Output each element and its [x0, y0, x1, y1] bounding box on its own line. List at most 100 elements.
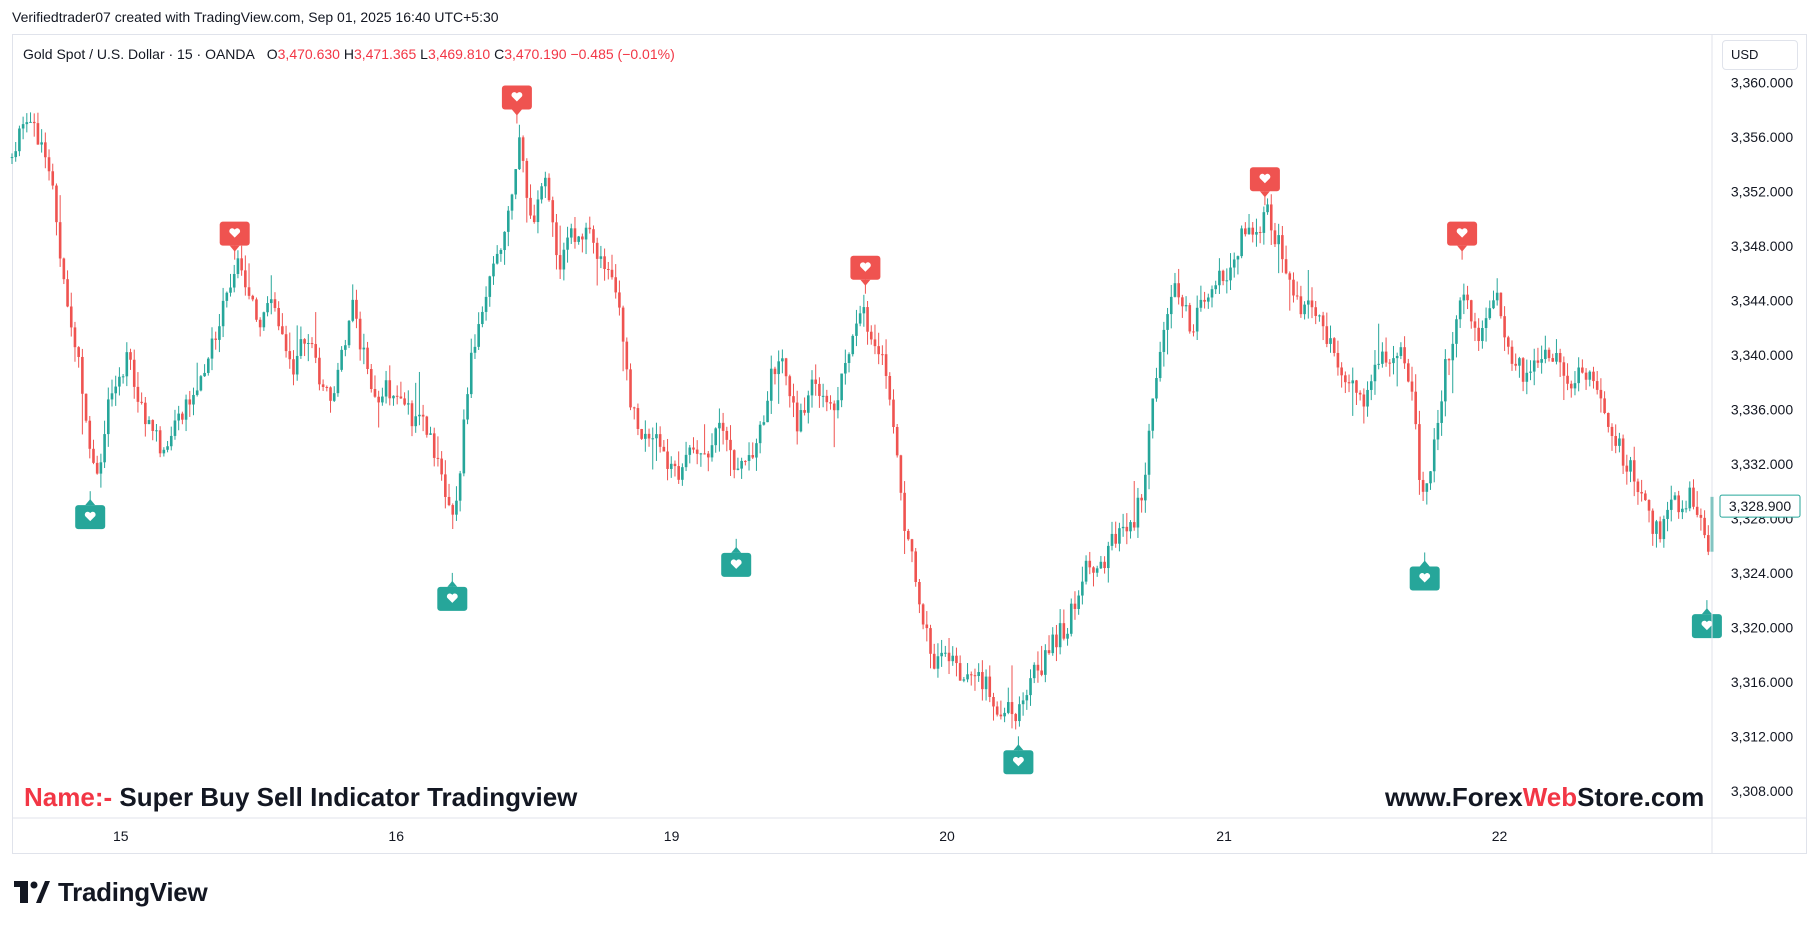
candle-body [1006, 702, 1010, 713]
chart-frame [12, 34, 1807, 854]
candle-body [447, 496, 451, 506]
candle-body [1032, 664, 1036, 679]
candle-body [973, 675, 977, 677]
candle-body [1344, 375, 1347, 383]
candle-body [99, 462, 103, 474]
candle-body [962, 679, 966, 681]
candle-body [532, 215, 536, 223]
time-tick-label: 21 [1216, 828, 1232, 844]
candle-body [1618, 438, 1621, 446]
candle-body [255, 299, 258, 320]
candle-body [410, 403, 414, 427]
candle-body [1003, 712, 1006, 717]
candle-body [44, 142, 47, 158]
candle-body [1666, 509, 1669, 519]
last-price-box [1719, 494, 1801, 518]
low-label: L [420, 46, 428, 62]
candle-body [192, 394, 195, 405]
candle-body [347, 320, 351, 346]
candle-body [1395, 355, 1399, 359]
candle-body [769, 368, 773, 401]
symbol-name[interactable]: Gold Spot / U.S. Dollar · 15 · OANDA [23, 46, 255, 62]
brand-name: TradingView [58, 876, 208, 907]
time-tick-label: 16 [388, 828, 404, 844]
candle-body [1455, 319, 1458, 344]
candle-body [1669, 499, 1673, 510]
candle-body [47, 157, 51, 172]
candle-body [914, 551, 918, 583]
candle-body [10, 157, 14, 159]
candle-body [736, 468, 740, 470]
time-tick-label: 19 [664, 828, 680, 844]
candle-body [1621, 438, 1625, 466]
website-overlay: www.ForexWebStore.com [1385, 782, 1704, 813]
candle-body [655, 434, 658, 439]
candle-body [1318, 315, 1321, 317]
candle-body [314, 344, 318, 358]
candle-body [158, 430, 162, 454]
candle-body [432, 433, 436, 458]
candle-body [377, 396, 380, 403]
candle-body [58, 222, 62, 259]
candle-body [640, 428, 643, 439]
currency-button[interactable]: USD [1722, 40, 1798, 70]
candle-body [1195, 307, 1199, 332]
tradingview-brand[interactable]: TradingView [14, 876, 208, 907]
candle-body [566, 237, 569, 250]
candle-body [1421, 479, 1425, 492]
candle-body [1369, 381, 1373, 390]
sell-signal-marker [850, 255, 881, 294]
signal-pointer [229, 245, 240, 252]
candle-body [1136, 497, 1140, 528]
candle-body [1540, 359, 1543, 363]
candle-body [1206, 297, 1210, 302]
candle-body [1236, 256, 1240, 260]
candle-body [1381, 351, 1384, 364]
candle-body [1114, 533, 1118, 544]
heart-icon [730, 559, 742, 569]
candle-body [1495, 292, 1499, 301]
candle-body [1221, 270, 1225, 282]
candle-body [25, 122, 29, 125]
price-axis[interactable]: 3,360.000 3,356.000 3,352.000 3,348.000 3,34… [1731, 75, 1793, 799]
open-value: 3,470.630 [277, 46, 340, 62]
candle-body [1262, 212, 1266, 233]
candle-body [366, 347, 369, 369]
candle-body [1603, 398, 1606, 413]
candle-body [1340, 367, 1343, 376]
candle-body [1229, 267, 1232, 281]
candle-body [929, 628, 932, 654]
candle-body [766, 400, 769, 423]
candle-body [1169, 296, 1173, 315]
candle-body [1625, 465, 1629, 472]
candle-body [451, 505, 455, 515]
candle-body [1410, 381, 1414, 392]
candle-body [310, 343, 314, 345]
candle-body [1347, 382, 1351, 384]
candle-body [1566, 375, 1569, 384]
candle-body [614, 277, 618, 293]
candle-body [1399, 347, 1403, 356]
candle-body [1695, 506, 1699, 515]
candle-body [581, 236, 584, 240]
time-axis[interactable]: 15 16 19 20 21 22 [113, 828, 1507, 844]
candle-body [466, 394, 469, 420]
candle-body [484, 296, 488, 312]
candle-body [1225, 280, 1229, 282]
candle-body [318, 357, 321, 385]
candle-body [918, 582, 921, 605]
candle-body [1595, 381, 1599, 390]
candle-body [1095, 568, 1099, 573]
candle-body [1673, 495, 1677, 500]
candle-body [1018, 704, 1021, 722]
symbol-legend[interactable]: Gold Spot / U.S. Dollar · 15 · OANDA O3,… [23, 46, 675, 62]
high-value: 3,471.365 [353, 46, 417, 62]
candle-body [858, 313, 862, 324]
candle-body [344, 345, 347, 350]
signal-pointer [1457, 245, 1468, 252]
candle-body [206, 358, 210, 373]
candle-body [644, 433, 647, 439]
candle-body [1569, 383, 1573, 389]
candle-body [492, 263, 495, 277]
